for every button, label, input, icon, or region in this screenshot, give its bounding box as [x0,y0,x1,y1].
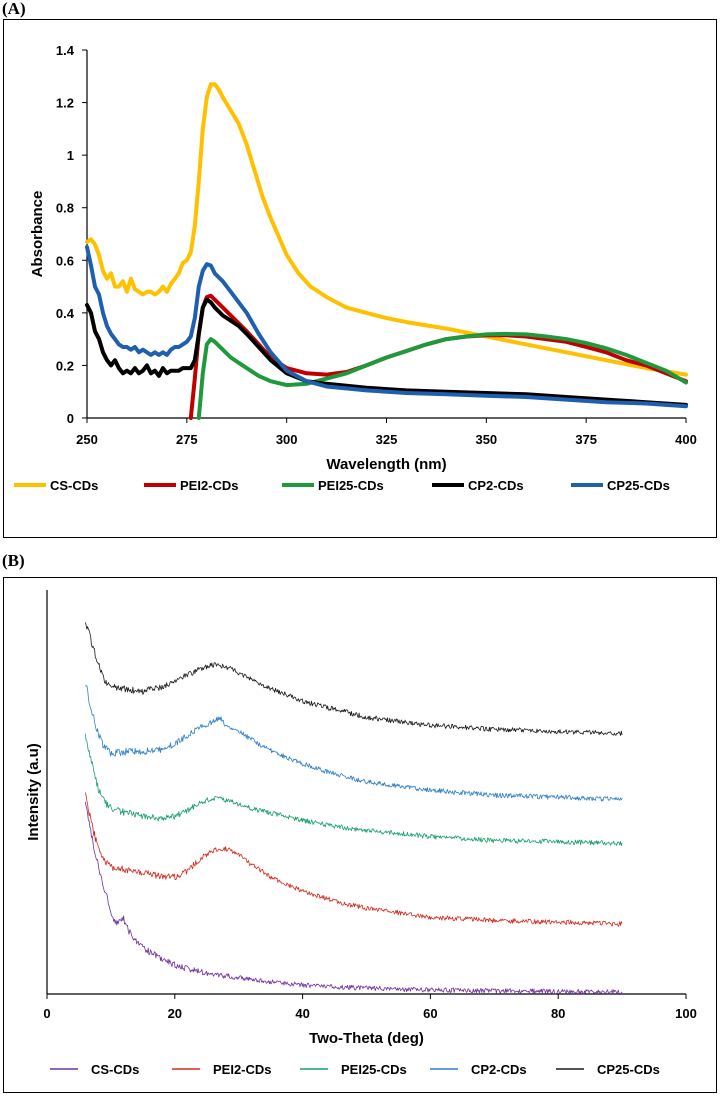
a-y-tick-label: 1.4 [56,43,75,58]
b-x-axis-title: Two-Theta (deg) [309,1030,424,1047]
b-series-line-4 [84,622,623,736]
panel-b-label: (B) [2,551,25,570]
b-legend-label-4: CP25-CDs [597,1062,660,1077]
b-x-tick-label: 20 [168,1006,182,1021]
a-x-tick-label: 250 [76,432,98,447]
a-x-tick-label: 375 [575,432,597,447]
b-y-axis-title: Intensity (a.u) [25,743,42,841]
a-y-tick-label: 1 [67,148,74,163]
b-series-line-0 [84,801,623,995]
panel-a-label: (A) [2,0,26,18]
b-series-line-1 [84,792,623,927]
a-y-tick-label: 1.2 [56,96,74,111]
a-x-tick-label: 300 [276,432,298,447]
a-series-line-2 [196,331,688,420]
a-y-tick-label: 0.6 [56,253,74,268]
b-x-tick-label: 80 [551,1006,565,1021]
b-legend-label-3: CP2-CDs [471,1062,527,1077]
a-x-axis-title: Wavelength (nm) [326,456,446,473]
a-x-tick-label: 325 [376,432,398,447]
a-x-tick-label: 350 [475,432,497,447]
b-legend-label-1: PEI2-CDs [213,1062,272,1077]
a-y-tick-label: 0.4 [56,306,75,321]
a-series-line-0 [85,82,688,377]
a-x-tick-label: 275 [176,432,198,447]
b-series-line-3 [85,685,623,802]
a-y-axis-title: Absorbance [29,191,46,278]
b-x-tick-label: 100 [675,1006,697,1021]
a-legend-label-3: CP2-CDs [468,478,524,493]
a-legend-label-1: PEI2-CDs [180,478,239,493]
b-x-tick-label: 60 [423,1006,437,1021]
panel-b-frame [3,577,717,1093]
a-series-line-4 [85,245,688,409]
b-series-line-2 [84,733,623,846]
b-x-tick-label: 0 [43,1006,50,1021]
panel-a-frame [3,19,717,538]
a-legend-label-2: PEI25-CDs [318,478,384,493]
a-y-tick-label: 0 [67,411,74,426]
b-legend-label-2: PEI25-CDs [341,1062,407,1077]
a-y-tick-label: 0.8 [56,201,74,216]
b-legend-label-0: CS-CDs [91,1062,139,1077]
a-x-tick-label: 400 [675,432,697,447]
a-series-line-3 [85,297,688,407]
b-x-tick-label: 40 [295,1006,309,1021]
a-y-tick-label: 0.2 [56,358,74,373]
a-legend-label-4: CP25-CDs [607,478,670,493]
a-legend-label-0: CS-CDs [50,478,98,493]
